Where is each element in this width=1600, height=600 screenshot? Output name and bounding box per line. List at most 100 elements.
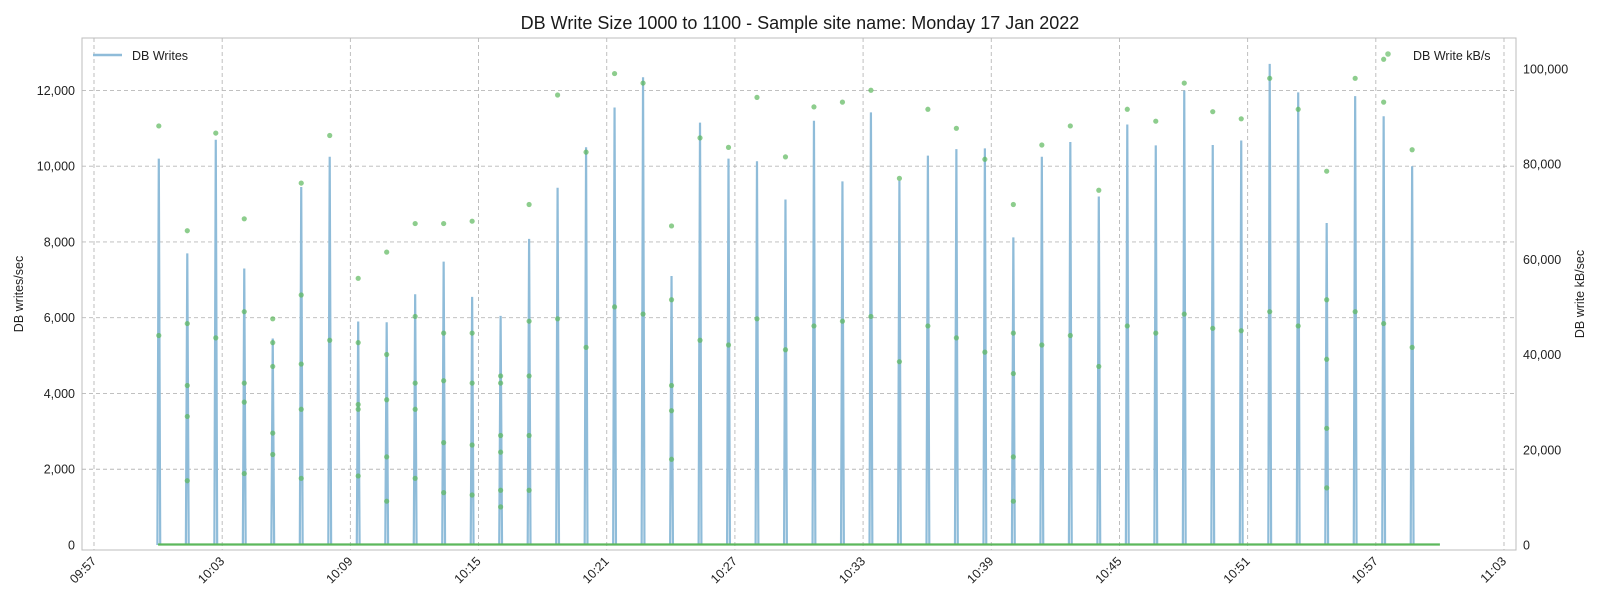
db-write-kbs-point	[1153, 330, 1159, 336]
db-write-kbs-point	[469, 380, 475, 386]
y-axis-left: 0 2,000 4,000 6,000 8,000 10,000 12,000	[37, 84, 75, 553]
db-write-kbs-point	[982, 349, 988, 355]
db-writes-spike	[697, 122, 703, 546]
db-write-kbs-point	[668, 297, 675, 303]
db-writes-spike	[441, 261, 447, 546]
chart-title: DB Write Size 1000 to 1100 - Sample site…	[521, 13, 1080, 33]
db-write-kbs-point	[526, 373, 532, 379]
db-write-kbs-point	[241, 380, 247, 386]
db-write-kbs-point	[583, 149, 589, 155]
db-write-kbs-point	[554, 316, 561, 322]
db-write-kbs-point	[554, 92, 561, 98]
db-write-kbs-point	[1010, 454, 1016, 460]
db-writes-spike	[156, 158, 162, 546]
db-write-kbs-point	[1267, 75, 1273, 81]
y2-axis-label: DB write kB/sec	[1573, 250, 1587, 338]
db-write-kbs-point	[270, 340, 276, 346]
db-write-kbs-point	[241, 216, 247, 222]
db-write-kbs-point	[725, 342, 732, 348]
db-write-kbs-point	[1324, 168, 1330, 174]
db-write-kbs-point	[953, 125, 959, 131]
db-writes-spike	[555, 187, 561, 546]
db-write-kbs-point	[1295, 323, 1301, 329]
db-write-kbs-point	[327, 132, 333, 139]
db-write-kbs-point	[412, 475, 418, 481]
db-writes-spike	[754, 161, 760, 546]
db-write-kbs-point	[811, 323, 817, 329]
db-write-kbs-point	[1381, 99, 1387, 105]
db-writes-spike	[1352, 96, 1358, 546]
grid-lines	[82, 38, 1516, 550]
db-write-kbs-point	[1010, 201, 1016, 208]
db-write-kbs-point	[355, 473, 361, 479]
db-writes-spike	[982, 148, 988, 546]
db-writes-spike	[469, 296, 475, 546]
db-write-kbs-point	[526, 318, 532, 324]
db-write-kbs-point	[1267, 309, 1273, 315]
db-writes-spike	[1381, 116, 1387, 546]
db-write-kbs-point	[526, 432, 532, 439]
db-write-kbs-point	[1324, 425, 1330, 431]
db-write-kbs-point	[441, 490, 447, 496]
db-write-kbs-point	[469, 442, 475, 448]
x-tick-label: 10:15	[452, 554, 484, 586]
db-write-kbs-point	[1039, 342, 1045, 348]
legend-label-db-write-kbs: DB Write kB/s	[1413, 49, 1491, 63]
db-writes-series	[156, 63, 1415, 546]
db-write-kbs-point	[241, 309, 247, 315]
db-write-kbs-point	[298, 361, 304, 367]
x-axis: 09:57 10:03 10:09 10:15 10:21 10:27 10:33 10:39…	[67, 554, 1509, 586]
db-writes-spike	[726, 158, 731, 546]
db-write-kbs-point	[213, 130, 219, 136]
db-writes-spike	[1096, 196, 1102, 546]
db-writes-spike	[384, 322, 390, 546]
db-write-kbs-point	[1238, 328, 1244, 334]
db-write-kbs-point	[498, 449, 504, 455]
db-write-kbs-point	[839, 99, 846, 105]
db-write-kbs-point	[498, 432, 504, 439]
db-write-kbs-point	[298, 406, 304, 412]
db-write-kbs-point	[1381, 320, 1387, 327]
db-write-kbs-point	[1124, 323, 1130, 329]
db-write-kbs-point	[213, 335, 219, 341]
db-writes-spike	[327, 156, 333, 546]
db-write-kbs-point	[526, 201, 532, 208]
db-write-kbs-point	[725, 144, 732, 150]
y-tick-label: 10,000	[37, 160, 75, 174]
db-writes-spike	[184, 253, 190, 546]
x-tick-label: 10:09	[323, 554, 355, 586]
db-write-kbs-point	[782, 347, 789, 353]
db-write-kbs-point	[270, 430, 276, 436]
y-tick-label: 2,000	[44, 463, 75, 477]
db-writes-spike	[640, 77, 646, 546]
legend-db-writes: DB Writes	[93, 49, 188, 63]
db-write-kbs-point	[1324, 297, 1330, 303]
db-write-kbs-point	[982, 156, 988, 162]
db-write-kbs-point	[241, 399, 247, 405]
db-write-kbs-point	[1010, 498, 1016, 504]
db-write-kbs-point	[298, 475, 304, 481]
db-write-kbs-point	[668, 223, 675, 229]
db-writes-spike	[1210, 144, 1216, 546]
db-writes-spike	[1181, 90, 1187, 546]
x-tick-label: 09:57	[67, 554, 99, 586]
db-write-kbs-point	[156, 332, 162, 339]
db-write-kbs-point	[1352, 75, 1358, 81]
db-writes-spike	[839, 181, 845, 546]
x-tick-label: 10:39	[964, 554, 996, 586]
db-write-kbs-point	[1210, 325, 1216, 331]
legend-label-db-writes: DB Writes	[132, 49, 188, 63]
db-write-kbs-point	[1324, 485, 1330, 491]
db-write-kbs-point	[896, 359, 903, 365]
db-write-kbs-point	[469, 218, 475, 224]
db-writes-spike	[298, 187, 304, 546]
db-write-kbs-point	[583, 344, 589, 350]
db-write-kbs-point	[1409, 344, 1415, 350]
db-write-kbs-point	[412, 406, 418, 412]
db-write-kbs-point	[1010, 330, 1016, 336]
db-write-kbs-point	[384, 397, 390, 403]
db-writes-spike	[1324, 223, 1330, 546]
db-write-kbs-point	[355, 401, 361, 408]
db-writes-spike	[1010, 237, 1016, 546]
db-writes-spike	[1124, 124, 1130, 546]
